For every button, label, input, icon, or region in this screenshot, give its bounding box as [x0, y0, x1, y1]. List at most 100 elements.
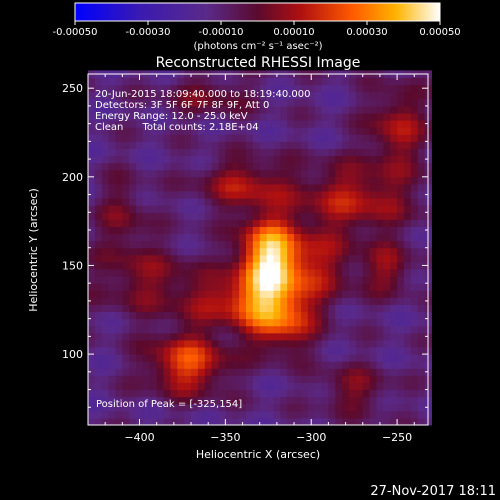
heatmap-cell: [184, 283, 192, 291]
heatmap-cell: [156, 98, 165, 107]
heatmap-cell: [115, 403, 123, 412]
heatmap-cell: [136, 410, 144, 419]
heatmap-cell: [245, 339, 254, 348]
heatmap-cell: [156, 148, 165, 157]
heatmap-cell: [273, 325, 281, 334]
heatmap-cell: [376, 283, 384, 291]
heatmap-cell: [369, 105, 377, 114]
heatmap-cell: [115, 417, 123, 426]
heatmap-cell: [273, 91, 281, 100]
heatmap-cell: [191, 183, 199, 192]
heatmap-cell: [191, 120, 199, 128]
heatmap-cell: [170, 347, 178, 355]
heatmap-cell: [101, 141, 110, 149]
heatmap-cell: [149, 311, 158, 320]
heatmap-cell: [314, 311, 323, 320]
heatmap-cell: [225, 98, 233, 107]
heatmap-cell: [383, 361, 391, 369]
heatmap-cell: [108, 91, 116, 100]
heatmap-cell: [122, 332, 130, 341]
heatmap-cell: [184, 247, 192, 256]
heatmap-cell: [177, 226, 185, 235]
heatmap-cell: [349, 304, 357, 313]
heatmap-cell: [191, 212, 199, 220]
heatmap-cell: [184, 332, 192, 341]
heatmap-cell: [245, 155, 254, 164]
heatmap-cell: [397, 247, 405, 256]
heatmap-cell: [156, 311, 165, 320]
heatmap-cell: [273, 120, 281, 128]
heatmap-cell: [108, 382, 116, 391]
heatmap-cell: [335, 148, 343, 157]
heatmap-cell: [88, 105, 96, 114]
heatmap-cell: [335, 318, 343, 327]
heatmap-cell: [204, 148, 213, 157]
heatmap-cell: [115, 91, 123, 100]
heatmap-cell: [273, 382, 281, 391]
heatmap-cell: [156, 176, 165, 185]
heatmap-cell: [307, 283, 316, 291]
heatmap-cell: [307, 247, 316, 256]
heatmap-cell: [218, 155, 226, 164]
heatmap-cell: [239, 240, 247, 249]
heatmap-cell: [88, 347, 96, 355]
heatmap-cell: [239, 325, 247, 334]
heatmap-cell: [149, 233, 158, 242]
heatmap-cell: [204, 98, 213, 107]
heatmap-cell: [197, 389, 206, 398]
heatmap-cell: [410, 113, 419, 121]
heatmap-cell: [163, 283, 171, 291]
heatmap-cell: [122, 134, 130, 142]
heatmap-cell: [397, 382, 405, 391]
heatmap-cell: [307, 339, 316, 348]
heatmap-cell: [115, 247, 123, 256]
heatmap-cell: [191, 162, 199, 171]
heatmap-cell: [349, 205, 357, 213]
heatmap-cell: [390, 219, 398, 227]
heatmap-cell: [390, 339, 398, 348]
heatmap-cell: [300, 183, 309, 192]
heatmap-cell: [259, 191, 268, 199]
heatmap-cell: [239, 382, 247, 391]
heatmap-cell: [390, 382, 398, 391]
heatmap-cell: [245, 389, 254, 398]
heatmap-cell: [211, 403, 220, 412]
heatmap-cell: [163, 198, 171, 206]
heatmap-cell: [232, 113, 240, 121]
heatmap-cell: [417, 318, 426, 327]
heatmap-cell: [191, 191, 199, 199]
heatmap-cell: [355, 375, 364, 383]
heatmap-cell: [184, 261, 192, 270]
heatmap-cell: [259, 219, 268, 227]
heatmap-cell: [369, 410, 377, 419]
heatmap-cell: [184, 304, 192, 313]
heatmap-cell: [294, 233, 302, 242]
heatmap-cell: [307, 120, 316, 128]
heatmap-cell: [294, 148, 302, 157]
heatmap-cell: [177, 389, 185, 398]
heatmap-cell: [129, 176, 137, 185]
heatmap-cell: [259, 120, 268, 128]
heatmap-cell: [232, 134, 240, 142]
heatmap-cell: [362, 176, 371, 185]
heatmap-cell: [355, 226, 364, 235]
heatmap-cell: [232, 205, 240, 213]
heatmap-cell: [266, 396, 274, 405]
heatmap-cell: [149, 98, 158, 107]
heatmap-cell: [142, 120, 151, 128]
heatmap-cell: [156, 134, 165, 142]
heatmap-cell: [362, 162, 371, 171]
heatmap-cell: [163, 212, 171, 220]
heatmap-cell: [149, 105, 158, 114]
heatmap-cell: [307, 198, 316, 206]
heatmap-cell: [328, 389, 336, 398]
heatmap-cell: [321, 332, 329, 341]
heatmap-cell: [335, 325, 343, 334]
heatmap-cell: [108, 318, 116, 327]
heatmap-cell: [403, 162, 412, 171]
heatmap-cell: [342, 233, 350, 242]
heatmap-cell: [300, 219, 309, 227]
heatmap-cell: [349, 311, 357, 320]
heatmap-cell: [362, 205, 371, 213]
